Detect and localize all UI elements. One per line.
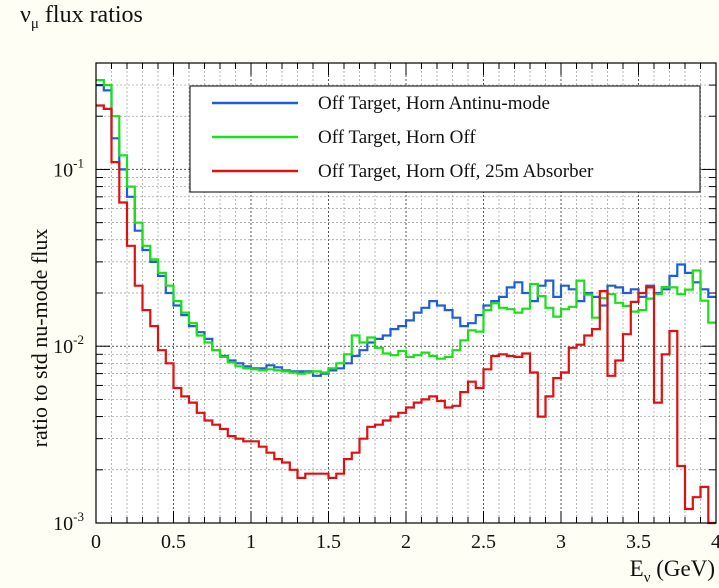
page-title: νμ flux ratios — [20, 2, 143, 32]
legend-label: Off Target, Horn Antinu-mode — [318, 93, 550, 114]
x-tick-label: 3.5 — [626, 531, 651, 553]
x-axis-title: Eν (GeV) — [629, 556, 715, 586]
axis-ticks: 0 0.5 1 1.5 2 2.5 3 3.5 4 10-3 10-2 10-1 — [53, 62, 719, 553]
x-tick-label: 3 — [556, 531, 566, 553]
x-tick-label: 1.5 — [316, 531, 341, 553]
x-tick-label: 2.5 — [471, 531, 496, 553]
y-tick-label: 10-1 — [53, 155, 84, 181]
legend-label: Off Target, Horn Off — [318, 127, 476, 148]
x-tick-label: 1 — [246, 531, 256, 553]
x-tick-label: 4 — [711, 531, 719, 553]
series-line-2 — [96, 79, 716, 375]
series-line-3 — [96, 104, 716, 525]
y-axis-title: ratio to std nu-mode flux — [27, 228, 52, 448]
x-tick-label: 0 — [91, 531, 101, 553]
legend-label: Off Target, Horn Off, 25m Absorber — [318, 161, 594, 182]
x-tick-label: 0.5 — [161, 531, 186, 553]
legend: Off Target, Horn Antinu-mode Off Target, … — [189, 85, 701, 193]
series-group — [96, 79, 716, 525]
x-tick-label: 2 — [401, 531, 411, 553]
y-tick-label: 10-3 — [53, 509, 84, 535]
y-tick-label: 10-2 — [53, 332, 84, 358]
